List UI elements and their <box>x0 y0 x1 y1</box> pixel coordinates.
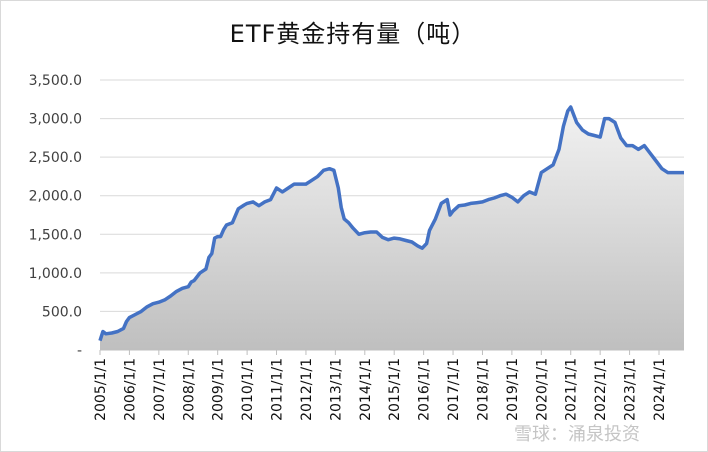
y-tick-label: 2,000.0 <box>29 189 82 205</box>
x-tick-label: 2014/1/1 <box>358 358 374 421</box>
x-tick-label: 2015/1/1 <box>387 358 403 421</box>
x-tick-label: 2008/1/1 <box>181 358 197 421</box>
x-tick-label: 2017/1/1 <box>446 358 462 421</box>
x-tick-label: 2024/1/1 <box>652 358 668 421</box>
x-tick-label: 2010/1/1 <box>240 358 256 421</box>
x-tick-label: 2007/1/1 <box>152 358 168 421</box>
x-tick-label: 2019/1/1 <box>505 358 521 421</box>
y-tick-label: 500.0 <box>42 304 82 320</box>
x-axis: 2005/1/1 2006/1/1 2007/1/1 2008/1/1 2009/1/1… <box>93 350 668 421</box>
y-tick-label: - <box>77 343 82 359</box>
x-tick-label: 2023/1/1 <box>623 358 639 421</box>
x-tick-label: 2013/1/1 <box>328 358 344 421</box>
holdings-line <box>98 105 684 342</box>
holdings-area <box>100 107 684 350</box>
x-tick-label: 2005/1/1 <box>93 358 109 421</box>
y-tick-label: 3,500.0 <box>29 73 82 89</box>
y-tick-label: 1,500.0 <box>29 227 82 243</box>
x-tick-label: 2006/1/1 <box>122 358 138 421</box>
watermark: 雪球：涌泉投资 <box>514 424 640 445</box>
chart-title: ETF黄金持有量（吨） <box>229 20 477 48</box>
x-tick-label: 2022/1/1 <box>593 358 609 421</box>
x-tick-label: 2009/1/1 <box>211 358 227 421</box>
x-tick-label: 2018/1/1 <box>475 358 491 421</box>
x-tick-label: 2012/1/1 <box>299 358 315 421</box>
y-tick-label: 1,000.0 <box>29 266 82 282</box>
x-tick-label: 2016/1/1 <box>417 358 433 421</box>
y-axis: - 500.0 1,000.0 1,500.0 2,000.0 2,500.0 3,000.… <box>29 73 82 359</box>
x-tick-label: 2020/1/1 <box>534 358 550 421</box>
x-tick-label: 2021/1/1 <box>564 358 580 421</box>
x-tick-label: 2011/1/1 <box>270 358 286 421</box>
y-tick-label: 2,500.0 <box>29 150 82 166</box>
y-tick-label: 3,000.0 <box>29 112 82 128</box>
